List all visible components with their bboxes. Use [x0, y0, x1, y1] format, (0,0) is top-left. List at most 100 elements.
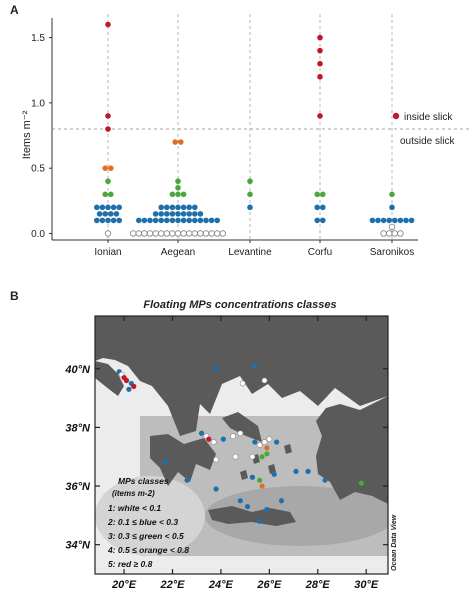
category-label: Saronikos [370, 247, 414, 258]
station-red [123, 377, 130, 384]
euboea-land [222, 412, 262, 442]
station-blue [198, 430, 205, 436]
data-point-aegean [129, 230, 137, 237]
data-point-aegean [158, 204, 164, 211]
data-point-aegean [185, 230, 193, 237]
data-point-ionian [108, 191, 114, 198]
data-point-saronikos [380, 217, 387, 224]
data-point-ionian [96, 211, 103, 217]
data-point-aegean [169, 204, 176, 211]
data-point-ionian [99, 217, 106, 224]
station-white [261, 439, 268, 445]
data-point-aegean [152, 217, 159, 224]
data-point-aegean [197, 230, 204, 237]
data-point-aegean [175, 217, 181, 224]
legend-item-3: 3: 0.3 ≤ green < 0.5 [108, 531, 184, 541]
data-point-aegean [180, 211, 187, 217]
data-point-levantine [247, 191, 253, 198]
balkan-land [95, 316, 388, 436]
anatolia-land [316, 396, 388, 504]
station-blue [271, 471, 277, 477]
station-white [256, 442, 263, 448]
station-orange [264, 445, 270, 451]
data-point-corfu [314, 204, 321, 211]
data-point-saronikos [389, 191, 395, 198]
longitude-label: 20°E [111, 579, 137, 590]
data-point-aegean [197, 217, 204, 224]
station-blue [213, 486, 219, 492]
data-point-aegean [192, 204, 198, 211]
data-point-ionian [94, 204, 100, 211]
category-label: Levantine [228, 247, 272, 258]
sample-stations [116, 363, 364, 524]
data-point-saronikos [386, 217, 393, 224]
data-point-aegean [214, 217, 220, 224]
longitude-label: 22°E [159, 579, 185, 590]
station-orange [259, 483, 265, 489]
station-green [358, 480, 364, 486]
station-blue [293, 468, 299, 474]
station-white [239, 380, 246, 387]
data-point-ionian [105, 178, 111, 185]
data-point-aegean [157, 230, 165, 237]
data-point-aegean [136, 217, 142, 224]
station-green [257, 477, 263, 483]
map-frame [94, 315, 389, 575]
station-blue [213, 366, 219, 372]
data-point-ionian [102, 165, 108, 171]
station-blue [322, 477, 328, 483]
longitude-label: 28°E [305, 579, 331, 590]
data-point-aegean [147, 217, 153, 224]
data-point-aegean [164, 217, 170, 224]
data-point-ionian [99, 204, 106, 211]
y-tick-label: 1.0 [31, 98, 45, 109]
deep-sea-basin [205, 486, 388, 546]
data-point-ionian [110, 204, 117, 211]
y-ticks: 0.0 0.5 1.0 1.5 [31, 33, 52, 240]
data-point-corfu [317, 73, 323, 80]
data-point-aegean [169, 211, 176, 217]
data-point-aegean [146, 230, 154, 237]
data-point-saronikos [380, 230, 387, 237]
station-blue [278, 498, 285, 504]
data-point-aegean [180, 230, 187, 237]
station-green [264, 451, 270, 457]
data-point-aegean [175, 204, 181, 211]
data-point-aegean [208, 230, 215, 237]
data-point-aegean [172, 139, 178, 145]
longitude-labels: 20°E 22°E 24°E 26°E 28°E 30°E [111, 579, 379, 590]
data-point-saronikos [386, 230, 393, 237]
data-point-aegean [135, 230, 142, 237]
inside-slick-marker [392, 112, 400, 120]
data-point-aegean [186, 217, 192, 224]
data-point-corfu [317, 34, 323, 41]
legend-subtitle: (items m-2) [112, 489, 155, 498]
data-point-ionian [105, 204, 111, 211]
legend-item-2: 2: 0.1 ≤ blue < 0.3 [107, 517, 178, 527]
data-point-ionian [113, 211, 120, 217]
data-point-aegean [203, 217, 209, 224]
data-point-corfu [320, 204, 326, 211]
station-blue [257, 518, 263, 524]
data-point-aegean [178, 139, 184, 145]
station-white [237, 430, 244, 437]
legend-item-5: 5: red ≥ 0.8 [108, 559, 153, 569]
station-blue [249, 474, 255, 480]
data-point-ionian [102, 211, 108, 217]
panel-a-strip-chart: A Items m⁻² 0.0 0.5 1.0 1.5 inside slick ou… [10, 3, 470, 258]
station-red [206, 436, 212, 442]
data-point-corfu [320, 217, 326, 224]
longitude-label: 24°E [208, 579, 234, 590]
data-point-aegean [164, 211, 170, 217]
longitude-label: 30°E [354, 579, 379, 590]
odv-credit: Ocean Data View [391, 514, 398, 571]
map-title: Floating MPs concentrations classes [143, 299, 336, 311]
data-point-aegean [180, 191, 187, 198]
station-blue [244, 503, 251, 510]
data-point-aegean [175, 178, 181, 185]
inside-slick-label: inside slick [404, 112, 453, 123]
data-point-ionian [94, 217, 100, 224]
station-blue [220, 436, 226, 442]
data-point-aegean [186, 211, 192, 217]
station-white [213, 456, 219, 463]
